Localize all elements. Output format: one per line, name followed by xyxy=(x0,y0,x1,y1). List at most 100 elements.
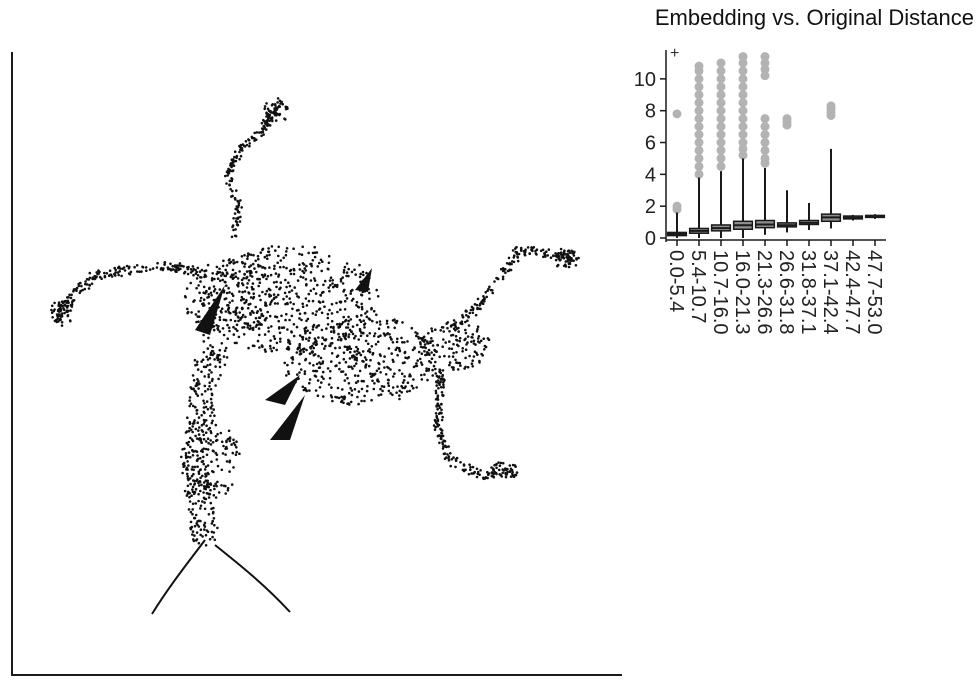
scatter-point xyxy=(343,308,347,311)
scatter-point xyxy=(321,360,325,363)
scatter-point xyxy=(310,262,313,266)
scatter-point xyxy=(275,341,279,345)
scatter-point xyxy=(243,262,247,266)
scatter-point xyxy=(341,370,345,373)
boxplot-outlier xyxy=(694,161,704,171)
scatter-point xyxy=(335,301,338,305)
scatter-point xyxy=(246,257,249,261)
scatter-point xyxy=(389,392,392,395)
scatter-point xyxy=(321,300,325,304)
scatter-point xyxy=(390,352,394,355)
scatter-point xyxy=(340,395,343,399)
scatter-point xyxy=(218,267,221,271)
scatter-point xyxy=(230,235,234,239)
scatter-point xyxy=(267,115,270,119)
scatter-point xyxy=(301,269,304,273)
boxplot-outlier xyxy=(716,106,726,116)
scatter-point xyxy=(269,111,272,114)
scatter-point xyxy=(382,360,386,363)
scatter-point xyxy=(363,394,366,398)
scatter-point xyxy=(258,281,262,285)
boxplot-outlier xyxy=(716,161,726,171)
scatter-point xyxy=(269,301,273,304)
scatter-point xyxy=(414,364,417,368)
scatter-point xyxy=(478,341,481,344)
scatter-point xyxy=(379,371,382,374)
scatter-point xyxy=(316,394,320,398)
scatter-point xyxy=(315,340,318,344)
scatter-point xyxy=(341,321,345,324)
scatter-point xyxy=(308,378,312,381)
scatter-point xyxy=(320,381,323,384)
scatter-point xyxy=(307,339,311,342)
scatter-point xyxy=(476,353,479,357)
scatter-point xyxy=(227,326,231,330)
scatter-point xyxy=(288,318,291,322)
scatter-point xyxy=(274,249,277,252)
scatter-point xyxy=(265,316,268,320)
scatter-point xyxy=(268,253,271,257)
scatter-point xyxy=(301,336,305,339)
scatter-point xyxy=(347,319,351,323)
scatter-point xyxy=(298,350,302,353)
boxplot-outlier xyxy=(738,90,748,100)
scatter-point xyxy=(366,334,369,338)
scatter-point xyxy=(260,134,263,138)
scatter-point xyxy=(301,302,305,306)
scatter-point xyxy=(439,329,443,332)
scatter-point xyxy=(265,254,269,257)
boxplot-outlier xyxy=(738,74,748,84)
scatter-point xyxy=(234,309,237,312)
scatter-point xyxy=(476,327,479,331)
scatter-point xyxy=(314,389,318,392)
scatter-point xyxy=(304,269,308,272)
scatter-point xyxy=(329,344,332,348)
scatter-point xyxy=(350,393,354,397)
scatter-point xyxy=(260,121,264,125)
scatter-point xyxy=(227,172,231,175)
scatter-point xyxy=(251,297,255,300)
boxplot-marks xyxy=(666,52,886,238)
scatter-point xyxy=(403,350,407,354)
boxplot-y-tick-label: 4 xyxy=(645,164,656,186)
scatter-point xyxy=(231,169,234,173)
scatter-point xyxy=(205,289,208,293)
scatter-point xyxy=(279,340,282,343)
scatter-point xyxy=(283,291,287,295)
scatter-point xyxy=(375,288,379,292)
scatter-point xyxy=(312,353,316,357)
boxplot-outlier xyxy=(760,122,770,132)
scatter-point xyxy=(267,330,271,333)
scatter-point xyxy=(482,337,486,341)
scatter-point xyxy=(239,298,243,302)
scatter-point xyxy=(296,346,300,350)
scatter-point xyxy=(329,284,332,287)
scatter-point xyxy=(301,276,305,279)
scatter-point xyxy=(198,315,201,319)
scatter-point xyxy=(348,350,352,354)
scatter-point xyxy=(216,271,220,275)
scatter-point xyxy=(259,309,263,312)
scatter-point xyxy=(434,367,437,371)
scatter-point xyxy=(236,285,240,288)
scatter-point xyxy=(471,359,475,363)
scatter-point xyxy=(312,346,316,350)
scatter-point xyxy=(198,291,201,295)
scatter-point xyxy=(69,296,73,300)
scatter-point xyxy=(272,335,276,338)
scatter-point xyxy=(270,117,274,121)
scatter-point xyxy=(458,339,462,343)
scatter-point xyxy=(339,301,343,304)
boxplot-x-tick-label: 47.7-53.0 xyxy=(863,250,885,335)
scatter-point xyxy=(263,107,267,111)
scatter-point xyxy=(466,335,470,338)
scatter-point xyxy=(373,382,376,385)
scatter-point xyxy=(412,378,415,381)
scatter-point xyxy=(470,340,473,344)
scatter-point xyxy=(268,295,271,298)
scatter-point xyxy=(391,393,394,397)
scatter-point xyxy=(420,352,424,356)
scatter-point xyxy=(239,199,242,202)
scatter-point xyxy=(298,317,301,320)
scatter-point xyxy=(249,313,252,316)
